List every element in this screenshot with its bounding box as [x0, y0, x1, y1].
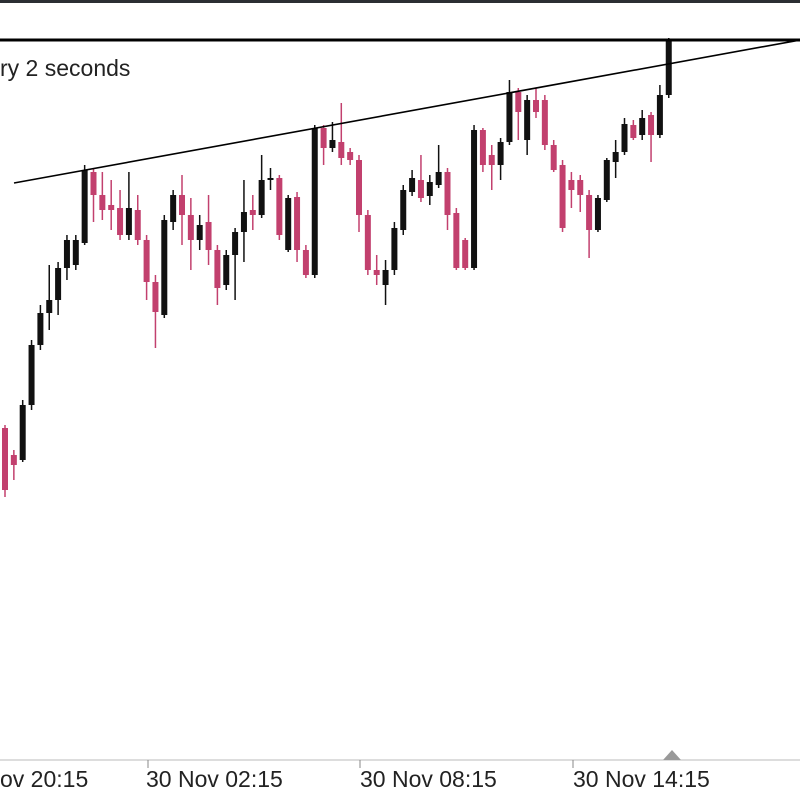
candle-body [81, 170, 88, 243]
candle-body [72, 240, 79, 265]
candle-body [533, 100, 539, 112]
candle-body [223, 255, 230, 285]
candle-body [311, 128, 318, 275]
candle-body [267, 178, 274, 180]
candle-body [276, 178, 283, 235]
candle-body [630, 125, 637, 138]
candle-body [10, 455, 17, 465]
candle-body [382, 270, 389, 285]
candle-body [409, 178, 416, 192]
candle-body [294, 197, 301, 250]
candle-body [240, 212, 247, 232]
candle-body [170, 195, 177, 222]
candle-body [302, 250, 309, 275]
candle-body [506, 92, 513, 142]
candle-body [55, 268, 62, 300]
candle-body [417, 180, 424, 198]
candle-body [550, 145, 557, 170]
candle-body [373, 270, 380, 275]
status-text: ry 2 seconds [0, 55, 130, 81]
candle-body [196, 225, 203, 240]
candle-body [285, 198, 292, 250]
candle-body [648, 115, 655, 135]
candle-body [435, 172, 442, 185]
candle-body [232, 232, 239, 255]
candle-body [46, 300, 53, 313]
candle-body [108, 205, 115, 210]
candle-body [90, 172, 97, 195]
candles [2, 38, 672, 497]
candle-body [320, 128, 327, 148]
candle-body [568, 180, 575, 190]
candle-body [356, 160, 362, 215]
candle-body [329, 140, 336, 148]
candle-body [391, 228, 398, 270]
candle-body [621, 124, 628, 152]
candle-body [524, 100, 531, 140]
candle-body [488, 155, 495, 165]
current-time-marker[interactable] [663, 750, 681, 760]
candle-body [134, 210, 141, 240]
candle-body [258, 180, 265, 215]
candle-body [594, 198, 601, 230]
candle-body [515, 92, 522, 112]
candle-body [612, 152, 619, 162]
x-tick-label: 30 Nov 08:15 [360, 766, 497, 792]
candle-body [603, 160, 610, 200]
candle-body [143, 240, 150, 282]
trend-line[interactable] [13, 39, 800, 184]
x-tick-label: 30 Nov 02:15 [146, 766, 283, 792]
candle-body [37, 313, 44, 345]
candle-body [249, 210, 256, 215]
candle-body [444, 172, 451, 215]
candle-body [205, 222, 212, 250]
x-tick-label: 30 Nov 14:15 [573, 766, 710, 792]
candle-body [426, 182, 433, 196]
candle-body [187, 215, 194, 240]
candle-body [586, 195, 593, 230]
candle-body [559, 165, 566, 228]
candle-body [28, 345, 35, 405]
candle-body [479, 130, 486, 165]
candle-body [577, 180, 584, 195]
candle-body [497, 142, 504, 165]
candle-body [2, 428, 8, 490]
candle-body [125, 208, 132, 235]
candle-body [364, 215, 371, 270]
candle-body [541, 100, 548, 145]
candle-body [161, 220, 168, 315]
candle-body [471, 130, 478, 268]
candle-body [453, 213, 460, 268]
candle-body [400, 190, 407, 230]
x-tick-label: ov 20:15 [0, 766, 88, 792]
candle-body [347, 152, 354, 160]
candle-body [656, 95, 663, 135]
candle-body [152, 282, 159, 312]
candle-body [19, 405, 26, 460]
candle-body [338, 142, 345, 158]
candle-body [179, 195, 185, 215]
candle-body [99, 195, 106, 210]
candle-body [639, 118, 646, 135]
candle-body [462, 240, 469, 268]
candle-body [63, 240, 70, 268]
candle-body [214, 250, 221, 288]
candle-body [117, 208, 124, 235]
candle-body [665, 40, 672, 95]
top-border [0, 0, 800, 3]
